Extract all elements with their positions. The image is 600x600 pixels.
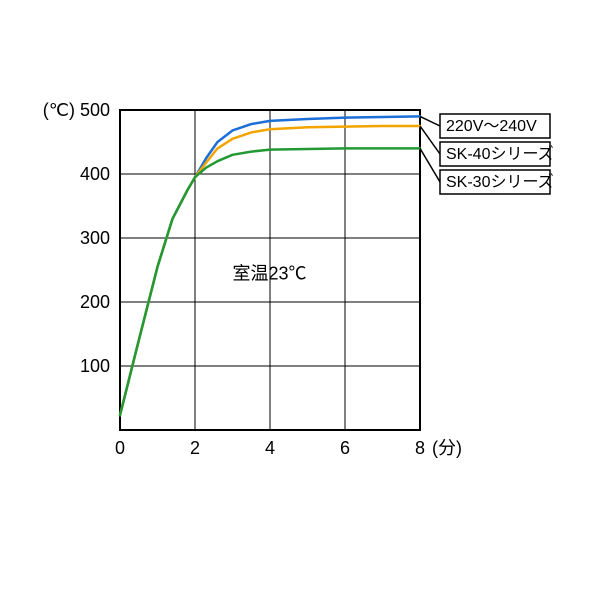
legend-label: 220V〜240V [446,118,537,135]
legend-label: SK-30シリーズ [446,173,554,191]
x-tick-label: 2 [190,438,200,458]
y-unit-label: (℃) [43,100,75,120]
y-tick-label: 500 [80,100,110,120]
legend-label: SK-40シリーズ [446,145,554,163]
x-tick-label: 4 [265,438,275,458]
chart-container: 100 200 300 400 500(℃) 0 2 4 6 8 (分) 室温23℃ 220V〜240V… [0,0,600,600]
y-tick-label: 200 [80,292,110,312]
chart-svg: 100 200 300 400 500(℃) 0 2 4 6 8 (分) 室温23℃ 220V〜240V… [0,0,600,600]
x-tick-label: 6 [340,438,350,458]
x-tick-label: 0 [115,438,125,458]
y-tick-label: 300 [80,228,110,248]
y-tick-label: 100 [80,356,110,376]
y-tick-label: 400 [80,164,110,184]
annotation-room-temp: 室温23℃ [233,264,307,284]
x-unit-label: (分) [432,438,462,458]
x-tick-label: 8 [415,438,425,458]
